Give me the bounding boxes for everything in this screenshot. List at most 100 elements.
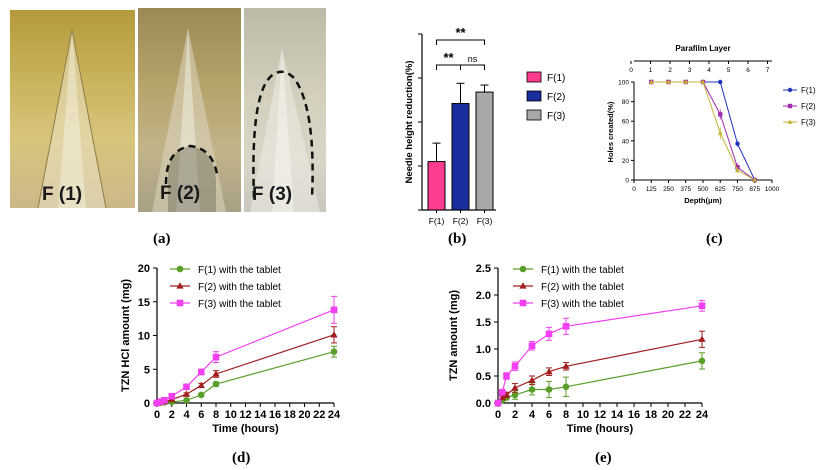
x-tick-label: 750 [732,186,743,193]
x-axis-label: Time (hours) [567,423,634,435]
legend-marker [787,87,793,93]
y-tick-label: 1.0 [476,344,491,356]
y-tick-label: 2.0 [476,290,491,302]
x-tick-label: 8 [213,409,219,421]
panel-label-b: (b) [448,231,467,247]
data-point [717,130,723,135]
legend-label: F(1) with the tablet [541,265,624,276]
x-tick-label: 625 [715,186,726,193]
data-point [562,323,570,330]
legend-label: F(1) [801,86,816,95]
y-tick-label: 0 [144,398,150,410]
x-tick-label: 10 [225,409,237,421]
x-tick-label: 6 [546,409,552,421]
legend-label: F(3) [547,111,565,122]
x-tick-label: 16 [628,409,640,421]
x-tick-label: 18 [284,409,296,421]
x-tick-label: 6 [198,409,204,421]
x-tick-label: 2 [169,409,175,421]
panel-label-a: (a) [153,231,171,247]
y-tick-label: 0 [625,178,629,185]
significance-label: ns [468,54,478,64]
x-axis-label: Depth(μm) [684,196,722,205]
legend-label: F(1) [547,73,565,84]
data-point [511,391,519,399]
top-axis-tick-label: 7 [766,67,770,74]
data-point [683,79,689,84]
data-point [718,79,723,85]
needle-f1-image [37,29,107,208]
legend-label: F(2) with the tablet [541,282,624,293]
data-point [157,398,164,405]
panel-label-c: (c) [706,231,723,247]
series-line [497,305,703,404]
data-point [183,397,190,404]
data-point [528,342,536,350]
legend-label: F(3) with the tablet [541,299,624,310]
photo-needle-f3: F (3) [244,8,326,212]
needle-f2-image [152,28,226,212]
panel-label-e: (e) [595,450,612,466]
legend-swatch [526,90,542,102]
y-tick-label: 10 [138,331,150,343]
legend-label: F(3) [801,118,816,127]
legend-marker [176,282,184,289]
y-tick-label: 100 [618,80,629,87]
legend-swatch [526,109,542,121]
data-point [502,391,511,398]
series-line [497,338,703,404]
x-tick-label: 500 [698,186,709,193]
line-chart-e: 0.00.51.01.52.02.50 2 4 6 8 10 12 14 16 18 20 22 24T… [448,263,709,435]
data-point [153,399,161,407]
data-point [718,112,723,117]
y-tick-label: 5 [144,364,150,376]
panel-label-d: (d) [232,450,251,466]
significance-bracket [436,64,461,70]
legend-label: F(2) [547,92,565,103]
data-point [161,397,168,404]
x-tick-label: 24 [328,409,341,421]
significance-bracket [460,64,485,70]
x-tick-label: 8 [563,409,569,421]
data-point [498,393,506,401]
data-point [182,390,191,397]
data-point [666,79,671,84]
top-axis-tick-label: 3 [688,67,692,74]
y-tick-label: 20 [622,158,630,165]
x-tick-label: F(1) [429,216,445,226]
data-point [735,141,740,146]
significance-label: ** [443,50,454,65]
data-point [511,362,519,370]
x-tick-label: 16 [269,409,281,421]
legend-label: F(3) with the tablet [198,299,281,310]
x-tick-label: 18 [645,409,657,421]
legend-marker [519,265,527,273]
legend-marker [519,282,527,289]
data-point [197,368,205,376]
x-tick-label: 20 [662,409,674,421]
legend-marker [176,265,184,273]
data-point [212,380,220,388]
y-axis-label: TZN HCl amount (mg) [120,279,132,392]
y-axis-label: Needle height reduction(%) [404,61,415,184]
y-tick-label: 0.5 [476,371,491,383]
y-tick-label: 1.5 [476,317,491,329]
x-tick-label: 375 [680,186,691,193]
top-axis-tick-label: 5 [727,67,731,74]
x-tick-label: 250 [663,186,674,193]
y-tick-label: 80 [622,99,630,106]
x-tick-label: 22 [679,409,691,421]
top-axis-tick-label: 2 [668,67,672,74]
needle-f3-image [250,48,320,212]
data-point [168,392,176,400]
x-tick-label: 125 [646,186,657,193]
legend-marker [787,103,793,109]
top-axis-tick-label: 6 [746,67,750,74]
top-axis-tick-label: 4 [707,67,711,74]
legend-label: F(1) with the tablet [198,265,281,276]
x-tick-label: 2 [512,409,518,421]
legend-marker [787,119,793,124]
